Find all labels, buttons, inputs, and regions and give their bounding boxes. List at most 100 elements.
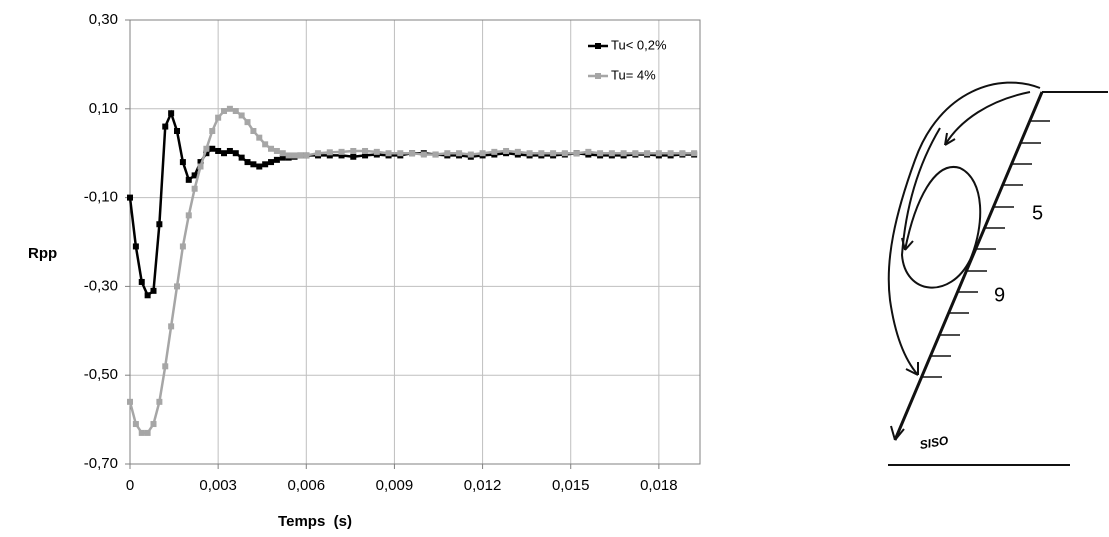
marker (256, 134, 263, 141)
marker (226, 147, 233, 154)
marker (238, 112, 245, 119)
marker (221, 150, 228, 157)
y-tick-label: -0,30 (84, 277, 118, 294)
marker (350, 147, 357, 154)
diagram-curve (887, 81, 1041, 376)
x-tick-label: 0,012 (464, 477, 502, 494)
marker (350, 153, 357, 160)
x-axis-label: Temps (s) (278, 513, 352, 530)
marker (209, 128, 216, 134)
diagram-loop (900, 127, 982, 289)
marker (150, 287, 157, 294)
marker (238, 154, 245, 161)
marker (526, 150, 533, 157)
marker (632, 150, 639, 157)
marker (326, 152, 333, 159)
diagram: 5 9 SISO (887, 81, 1108, 466)
marker (285, 152, 292, 159)
marker (156, 398, 163, 405)
legend-label: Tu< 0,2% (611, 37, 667, 52)
x-tick-label: 0 (126, 477, 134, 494)
marker (162, 123, 169, 130)
marker (221, 108, 228, 115)
marker (467, 151, 474, 158)
marker (491, 148, 498, 155)
marker (256, 163, 263, 170)
marker (479, 150, 486, 157)
marker (667, 150, 674, 157)
marker (561, 150, 568, 157)
marker (138, 429, 145, 436)
marker (279, 150, 286, 157)
marker (209, 145, 216, 152)
marker (132, 243, 139, 250)
marker (232, 150, 239, 157)
series-line (128, 109, 695, 298)
marker (268, 145, 275, 152)
marker (273, 156, 280, 163)
marker (432, 151, 439, 158)
legend-marker (595, 73, 601, 79)
marker (185, 212, 192, 219)
y-tick-label: 0,30 (89, 11, 118, 28)
marker (444, 150, 451, 157)
marker (691, 150, 698, 157)
marker (174, 128, 181, 134)
diagram-arrow (905, 362, 919, 376)
marker (503, 147, 510, 154)
marker (185, 176, 192, 183)
marker (655, 150, 662, 157)
marker (268, 159, 275, 166)
marker (373, 148, 380, 155)
diagram-label: 9 (994, 284, 1005, 306)
diagram-slope (893, 91, 1044, 441)
marker (397, 150, 404, 157)
marker (244, 119, 251, 126)
diagram-hatches (922, 120, 1050, 378)
y-tick-label: -0,10 (84, 189, 118, 206)
marker (162, 363, 169, 370)
marker (174, 283, 181, 290)
x-tick-label: 0,009 (376, 477, 414, 494)
marker (244, 159, 251, 166)
marker (203, 150, 210, 157)
marker (215, 114, 222, 121)
marker (250, 161, 257, 168)
marker (197, 163, 204, 170)
marker (338, 152, 345, 159)
marker (127, 194, 133, 201)
marker (585, 148, 592, 155)
marker (191, 185, 198, 192)
marker (362, 147, 369, 154)
marker (191, 172, 198, 179)
marker (608, 150, 615, 157)
y-tick-label: -0,70 (84, 455, 118, 472)
marker (273, 147, 280, 154)
marker (644, 150, 651, 157)
y-axis-label: Rpp (28, 245, 57, 262)
marker (362, 152, 369, 159)
marker (538, 150, 545, 157)
marker (514, 148, 521, 155)
marker (303, 152, 310, 159)
marker (197, 159, 204, 166)
marker (297, 152, 304, 159)
marker (156, 221, 163, 228)
marker (215, 147, 222, 154)
legend-marker (595, 43, 601, 49)
diagram-label: SISO (919, 433, 950, 452)
marker (150, 421, 157, 428)
marker (179, 243, 186, 250)
y-tick-label: -0,50 (84, 366, 118, 383)
marker (262, 161, 269, 168)
diagram-label: 5 (1032, 202, 1043, 224)
marker (138, 278, 145, 285)
diagram-arrow (890, 425, 905, 441)
diagram-arrow (944, 132, 956, 146)
x-tick-label: 0,015 (552, 477, 590, 494)
x-tick-label: 0,003 (199, 477, 237, 494)
marker (409, 150, 416, 157)
series-line (128, 107, 695, 435)
marker (679, 150, 686, 157)
